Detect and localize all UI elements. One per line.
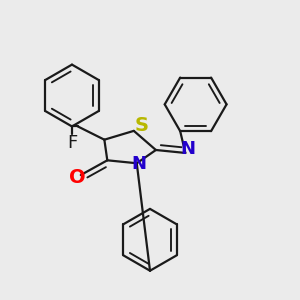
Text: S: S bbox=[134, 116, 148, 135]
Text: F: F bbox=[67, 134, 77, 152]
Text: N: N bbox=[131, 155, 146, 173]
Text: O: O bbox=[69, 168, 85, 187]
Text: N: N bbox=[180, 140, 195, 158]
